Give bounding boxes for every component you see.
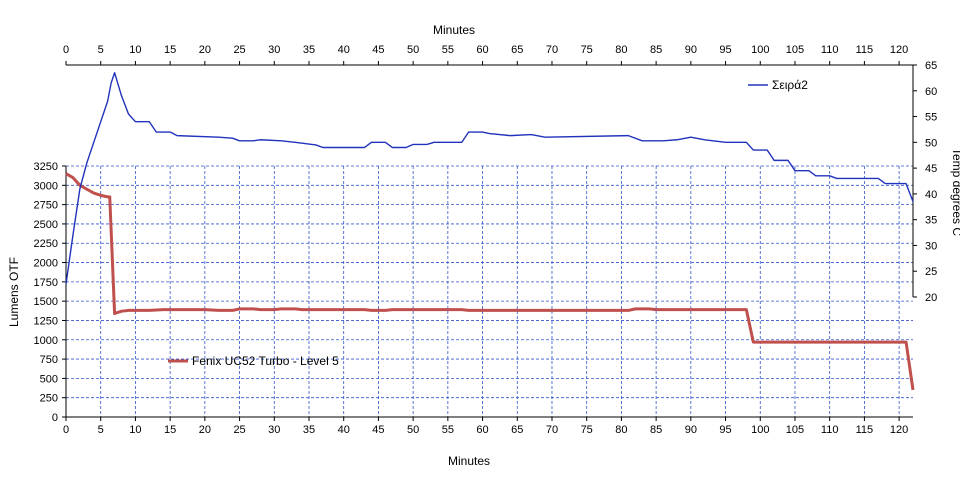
left-y-tick-label: 1750 <box>34 277 58 289</box>
bottom-x-tick-label: 35 <box>303 424 315 436</box>
left-y-tick-label: 0 <box>52 412 58 424</box>
right-y-tick-label: 30 <box>925 240 937 252</box>
left-y-tick-label: 1000 <box>34 335 58 347</box>
right-y-tick-label: 35 <box>925 215 937 227</box>
top-x-tick-label: 65 <box>511 44 523 56</box>
left-y-tick-label: 2000 <box>34 258 58 270</box>
left-y-tick-label: 500 <box>40 373 58 385</box>
top-x-tick-label: 60 <box>476 44 488 56</box>
left-y-tick-label: 3250 <box>34 161 58 173</box>
legend-label: Σειρά2 <box>772 78 808 92</box>
bottom-x-tick-label: 85 <box>650 424 662 436</box>
top-x-tick-label: 115 <box>856 44 874 56</box>
bottom-x-tick-label: 80 <box>615 424 627 436</box>
bottom-x-tick-label: 50 <box>407 424 419 436</box>
series-layer <box>65 72 915 391</box>
left-y-tick-label: 2500 <box>34 219 58 231</box>
legend-layer: Fenix UC52 Turbo - Level 5 Σειρά2 <box>168 78 808 368</box>
bottom-x-tick-label: 110 <box>821 424 839 436</box>
bottom-x-tick-label: 45 <box>372 424 384 436</box>
top-x-tick-label: 40 <box>338 44 350 56</box>
top-x-tick-label: 75 <box>581 44 593 56</box>
top-x-tick-label: 50 <box>407 44 419 56</box>
top-x-tick-label: 10 <box>129 44 141 56</box>
legend-label: Fenix UC52 Turbo - Level 5 <box>192 354 339 368</box>
top-x-axis-title: Minutes <box>433 23 475 37</box>
left-y-axis-title: Lumens OTF <box>7 257 21 327</box>
right-y-tick-label: 45 <box>925 163 937 175</box>
bottom-x-tick-label: 40 <box>338 424 350 436</box>
top-x-tick-label: 105 <box>786 44 804 56</box>
axes-layer: 0 5 10 15 20 25 30 35 40 45 50 55 60 65 70 75 80 85 90 95 10… <box>34 44 938 436</box>
bottom-x-tick-label: 20 <box>199 424 211 436</box>
top-x-tick-label: 55 <box>442 44 454 56</box>
bottom-x-tick-label: 115 <box>856 424 874 436</box>
top-x-tick-label: 5 <box>98 44 104 56</box>
bottom-x-tick-label: 30 <box>268 424 280 436</box>
bottom-x-tick-label: 10 <box>129 424 141 436</box>
right-y-tick-label: 40 <box>925 189 937 201</box>
series-line-temperature <box>65 72 914 285</box>
series-line-lumens <box>65 172 915 391</box>
grid-layer <box>66 165 913 417</box>
top-x-tick-label: 85 <box>650 44 662 56</box>
bottom-x-tick-label: 25 <box>233 424 245 436</box>
top-x-tick-label: 25 <box>233 44 245 56</box>
top-x-tick-label: 95 <box>719 44 731 56</box>
right-y-tick-label: 60 <box>925 86 937 98</box>
left-y-tick-label: 2250 <box>34 238 58 250</box>
right-y-tick-label: 50 <box>925 137 937 149</box>
bottom-x-tick-label: 0 <box>63 424 69 436</box>
top-x-tick-label: 45 <box>372 44 384 56</box>
bottom-x-tick-label: 105 <box>786 424 804 436</box>
top-x-tick-label: 80 <box>615 44 627 56</box>
top-x-tick-label: 70 <box>546 44 558 56</box>
bottom-x-tick-label: 55 <box>442 424 454 436</box>
bottom-x-tick-label: 70 <box>546 424 558 436</box>
right-y-axis-title: Temp degrees C <box>950 148 960 236</box>
left-y-tick-label: 1250 <box>34 315 58 327</box>
right-y-tick-label: 20 <box>925 292 937 304</box>
bottom-x-tick-label: 60 <box>476 424 488 436</box>
top-x-tick-label: 30 <box>268 44 280 56</box>
left-y-tick-label: 250 <box>40 393 58 405</box>
top-x-tick-label: 120 <box>890 44 908 56</box>
bottom-x-tick-label: 75 <box>581 424 593 436</box>
bottom-x-tick-label: 65 <box>511 424 523 436</box>
right-y-tick-label: 65 <box>925 60 937 72</box>
bottom-x-tick-label: 5 <box>98 424 104 436</box>
top-x-tick-label: 35 <box>303 44 315 56</box>
left-y-tick-label: 1500 <box>34 296 58 308</box>
bottom-x-tick-label: 15 <box>164 424 176 436</box>
left-y-tick-label: 2750 <box>34 200 58 212</box>
top-x-tick-label: 90 <box>685 44 697 56</box>
bottom-x-tick-label: 90 <box>685 424 697 436</box>
top-x-tick-label: 0 <box>63 44 69 56</box>
right-y-tick-label: 25 <box>925 266 937 278</box>
top-x-tick-label: 15 <box>164 44 176 56</box>
bottom-x-tick-label: 95 <box>719 424 731 436</box>
bottom-x-axis-title: Minutes <box>448 454 490 468</box>
top-x-tick-label: 110 <box>821 44 839 56</box>
top-x-tick-label: 100 <box>751 44 769 56</box>
left-y-tick-label: 750 <box>40 354 58 366</box>
bottom-x-tick-label: 120 <box>890 424 908 436</box>
left-y-tick-label: 3000 <box>34 180 58 192</box>
top-x-tick-label: 20 <box>199 44 211 56</box>
right-y-tick-label: 55 <box>925 112 937 124</box>
bottom-x-tick-label: 100 <box>751 424 769 436</box>
